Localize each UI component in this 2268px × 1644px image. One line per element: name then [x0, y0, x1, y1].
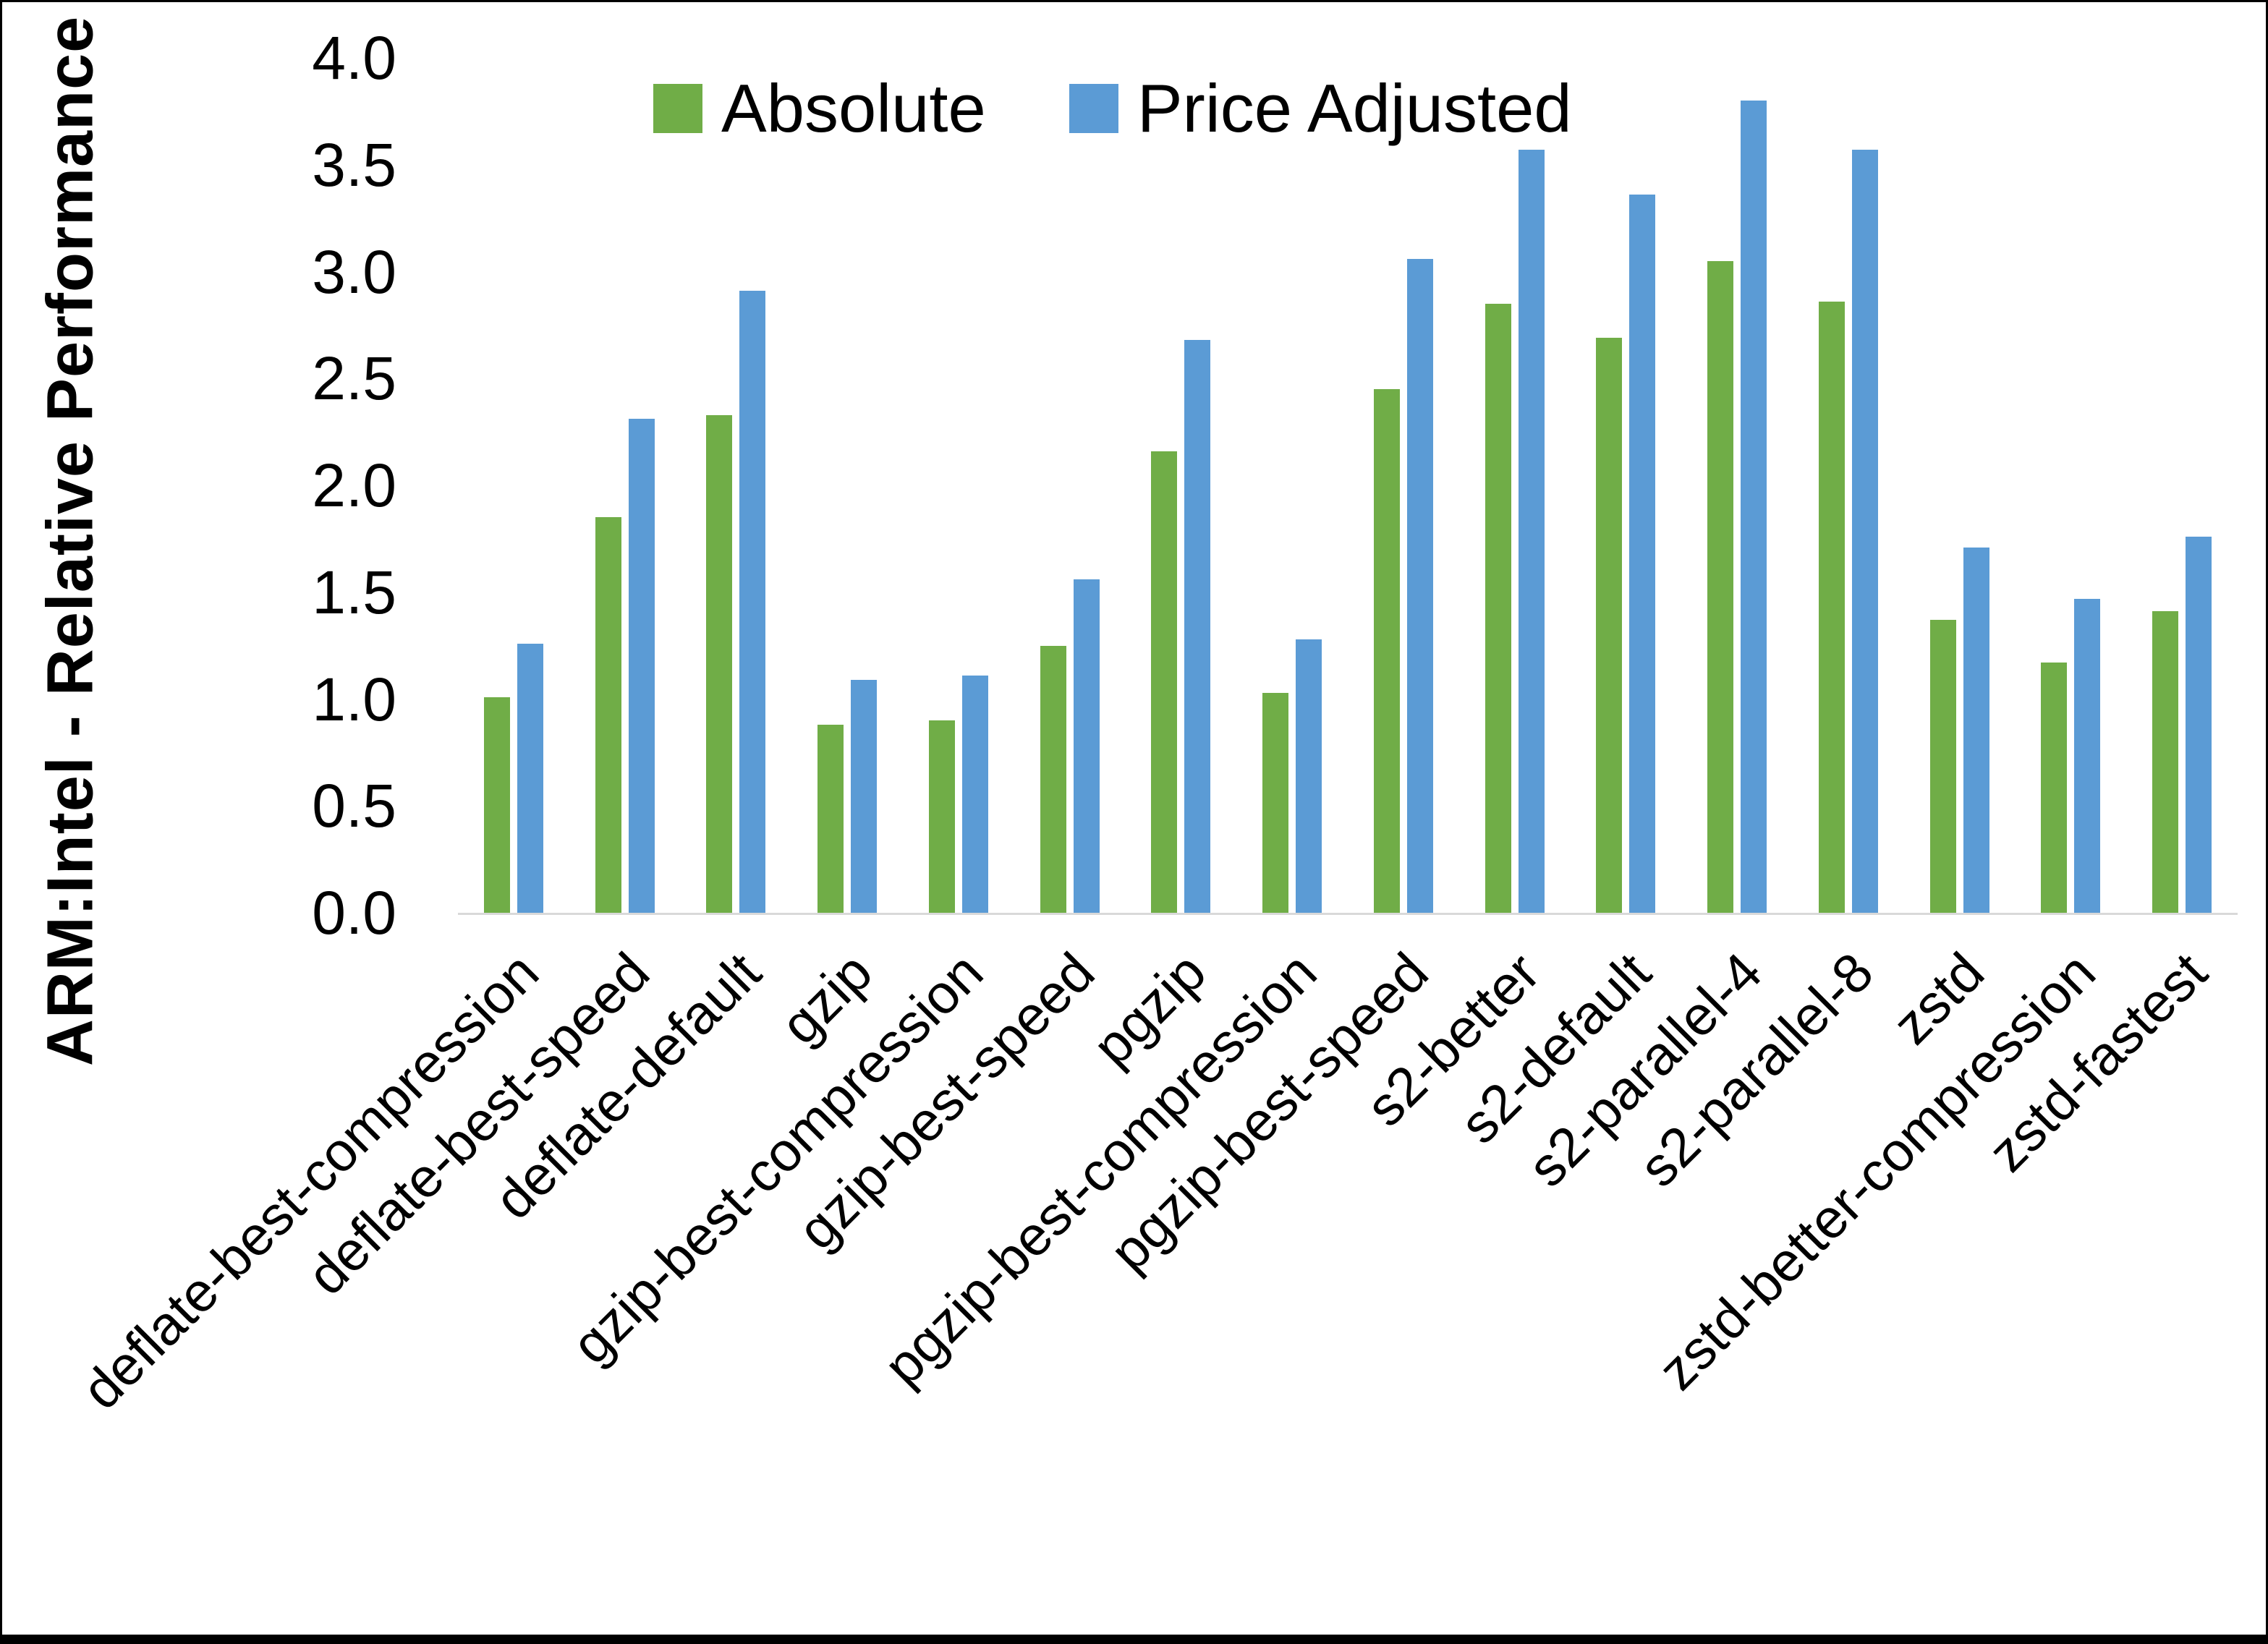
legend-label-absolute: Absolute: [721, 70, 986, 146]
y-tick-label: 2.5: [312, 344, 396, 413]
bar-price-adjusted-s2-default: [1629, 195, 1656, 913]
bar-group-s2-parallel-4: [1681, 58, 1793, 913]
x-axis-label-deflate-best-compression: deflate-best-compression: [69, 941, 551, 1421]
bar-group-s2-parallel-8: [1793, 58, 1904, 913]
bottom-border-bar: [2, 1635, 2266, 1642]
y-tick-label: 3.0: [312, 237, 396, 306]
bar-group-s2-default: [1571, 58, 1682, 913]
bar-price-adjusted-zstd: [1963, 547, 1989, 913]
bar-absolute-deflate-best-speed: [595, 517, 621, 913]
bar-absolute-zstd: [1929, 620, 1956, 913]
bar-price-adjusted-gzip: [851, 679, 878, 913]
legend: Absolute Price Adjusted: [653, 74, 1572, 142]
bar-absolute-s2-default: [1596, 338, 1623, 913]
plot-area: [458, 58, 2238, 915]
y-tick-label: 0.0: [312, 879, 396, 947]
y-tick-label: 0.5: [312, 772, 396, 840]
bar-group-zstd-better-compression: [2016, 58, 2127, 913]
bar-group-gzip-best-compression: [903, 58, 1014, 913]
bar-price-adjusted-deflate-default: [739, 291, 766, 913]
legend-item-absolute: Absolute: [653, 74, 986, 142]
bar-group-pgzip-best-speed: [1348, 58, 1459, 913]
bar-absolute-s2-parallel-4: [1707, 260, 1734, 913]
bar-group-gzip: [791, 58, 903, 913]
bar-price-adjusted-s2-parallel-4: [1741, 101, 1767, 913]
bar-price-adjusted-s2-parallel-8: [1851, 150, 1878, 913]
bar-price-adjusted-pgzip-best-speed: [1406, 258, 1433, 913]
bar-absolute-pgzip-best-compression: [1262, 692, 1289, 913]
bar-group-zstd-fastest: [2126, 58, 2238, 913]
bar-price-adjusted-zstd-fastest: [2186, 536, 2212, 913]
y-tick-label: 4.0: [312, 24, 396, 92]
bar-price-adjusted-deflate-best-compression: [517, 643, 543, 913]
bar-price-adjusted-gzip-best-speed: [1073, 579, 1100, 913]
bar-absolute-gzip: [817, 724, 844, 913]
bar-absolute-pgzip: [1151, 451, 1178, 913]
y-axis-tick-labels: 4.0 3.5 3.0 2.5 2.0 1.5 1.0 0.5 0.0: [241, 2, 396, 943]
bar-price-adjusted-s2-better: [1518, 150, 1545, 913]
bar-absolute-pgzip-best-speed: [1373, 389, 1400, 913]
bar-absolute-deflate-default: [706, 414, 733, 913]
bar-absolute-deflate-best-compression: [483, 697, 510, 913]
bar-price-adjusted-deflate-best-speed: [628, 419, 655, 913]
bar-group-pgzip: [1126, 58, 1237, 913]
bar-group-pgzip-best-compression: [1236, 58, 1348, 913]
bar-group-deflate-best-compression: [458, 58, 569, 913]
bar-group-s2-better: [1459, 58, 1571, 913]
bar-group-deflate-best-speed: [569, 58, 681, 913]
y-tick-label: 1.5: [312, 558, 396, 626]
bar-group-gzip-best-speed: [1014, 58, 1126, 913]
bar-absolute-zstd-fastest: [2152, 611, 2179, 913]
legend-label-price-adjusted: Price Adjusted: [1137, 70, 1572, 146]
bar-group-deflate-default: [681, 58, 792, 913]
legend-swatch-price-adjusted: [1069, 84, 1118, 133]
legend-swatch-absolute: [653, 84, 702, 133]
y-tick-label: 1.0: [312, 665, 396, 733]
bar-absolute-s2-parallel-8: [1818, 301, 1845, 913]
bar-absolute-gzip-best-compression: [928, 720, 955, 913]
bar-price-adjusted-pgzip: [1184, 340, 1211, 913]
y-tick-label: 2.0: [312, 451, 396, 519]
legend-item-price-adjusted: Price Adjusted: [1069, 74, 1572, 142]
bar-group-zstd: [1904, 58, 2016, 913]
bar-price-adjusted-gzip-best-compression: [961, 676, 988, 913]
bar-price-adjusted-zstd-better-compression: [2074, 598, 2101, 913]
bar-absolute-zstd-better-compression: [2041, 663, 2068, 913]
bar-price-adjusted-pgzip-best-compression: [1296, 639, 1322, 913]
bar-absolute-gzip-best-speed: [1040, 645, 1066, 913]
y-tick-label: 3.5: [312, 130, 396, 199]
bar-absolute-s2-better: [1485, 303, 1511, 913]
